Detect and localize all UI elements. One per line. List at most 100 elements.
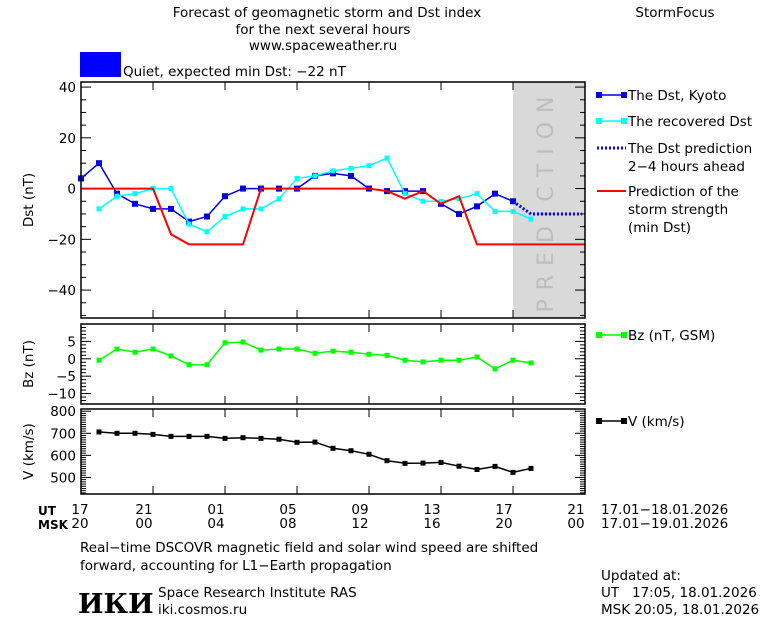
data-point-recovered: [348, 165, 354, 171]
y-tick-label: 500: [50, 470, 76, 486]
data-point-bz: [402, 357, 408, 363]
y-tick-label: 800: [50, 404, 76, 420]
data-point-kyoto: [186, 218, 192, 225]
data-point-recovered: [276, 196, 282, 202]
ut-tick-label: 09: [351, 502, 368, 518]
y-tick-label: −20: [48, 232, 77, 248]
data-point-bz: [168, 353, 174, 359]
data-point-bz: [240, 339, 246, 345]
data-point-kyoto: [474, 203, 480, 210]
panel-bz: 5 0−5 −10 Bz (nT) Bz (nT, GSM): [21, 323, 715, 405]
data-point-bz: [366, 351, 372, 357]
msk-tick-label: 16: [423, 516, 440, 532]
data-point-kyoto: [510, 198, 516, 205]
data-point-v: [492, 463, 498, 469]
data-point-recovered: [420, 198, 426, 204]
footer-note-line-1: Real−time DSCOVR magnetic field and sola…: [80, 540, 538, 556]
legend-label-prediction: The Dst prediction: [627, 141, 752, 157]
data-point-bz: [330, 348, 336, 354]
data-point-recovered: [294, 175, 300, 181]
data-point-v: [222, 435, 228, 441]
data-point-bz: [132, 349, 138, 355]
data-point-bz: [510, 357, 516, 363]
data-point-v: [312, 439, 318, 445]
data-point-v: [474, 466, 480, 472]
data-point-v: [456, 463, 462, 469]
prediction-label: PREDICTION: [534, 88, 559, 313]
iki-logo: ИКИ: [78, 589, 154, 620]
data-point-bz: [384, 352, 390, 358]
y-tick-label: −40: [48, 283, 77, 299]
y-tick-label: 600: [50, 448, 76, 464]
title-line-1: Forecast of geomagnetic storm and Dst in…: [173, 5, 481, 21]
series-line-min_dst: [81, 187, 585, 246]
data-point-kyoto: [96, 160, 102, 167]
data-point-v: [420, 460, 426, 466]
ut-tick-label: 21: [567, 502, 584, 518]
data-point-v: [258, 435, 264, 441]
data-point-bz: [114, 346, 120, 352]
data-point-bz: [528, 360, 534, 366]
panel-dst: PREDICTION 40 20 0 −20 −40 Dst (nT) The Dst, Ky…: [21, 80, 752, 319]
data-point-v: [240, 435, 246, 441]
data-point-v: [510, 469, 516, 475]
brand-name: StormFocus: [635, 5, 714, 21]
data-point-kyoto: [330, 170, 336, 177]
legend-label-bz: Bz (nT, GSM): [628, 328, 715, 344]
data-point-bz: [258, 347, 264, 353]
data-point-v: [438, 459, 444, 465]
data-point-recovered: [330, 168, 336, 174]
data-point-recovered: [96, 206, 102, 212]
data-point-recovered: [114, 193, 120, 199]
data-point-bz: [438, 357, 444, 363]
updated-label: Updated at:: [601, 568, 681, 584]
data-point-v: [204, 433, 210, 439]
y-tick-label: −10: [48, 387, 77, 403]
data-point-v: [348, 448, 354, 454]
data-point-recovered: [366, 163, 372, 169]
data-point-kyoto: [402, 188, 408, 195]
data-point-bz: [204, 362, 210, 368]
data-point-bz: [276, 346, 282, 352]
msk-tick-label: 08: [279, 516, 296, 532]
data-point-recovered: [474, 191, 480, 197]
data-point-kyoto: [240, 185, 246, 192]
msk-tick-label: 20: [71, 516, 88, 532]
data-point-bz: [348, 349, 354, 355]
data-point-recovered: [312, 173, 318, 179]
y-tick-label: 0: [67, 352, 76, 368]
legend-marker: [596, 332, 602, 338]
legend-marker: [621, 118, 627, 124]
data-point-kyoto: [348, 172, 354, 179]
data-point-kyoto: [492, 190, 498, 197]
data-point-bz: [456, 357, 462, 363]
institute-site[interactable]: iki.cosmos.ru: [158, 602, 247, 618]
y-tick-label: 20: [59, 131, 76, 147]
series-line-v: [98, 431, 532, 474]
data-point-recovered: [510, 208, 516, 214]
msk-tick-label: 20: [495, 516, 512, 532]
legend-label-v: V (km/s): [628, 414, 685, 430]
legend-marker: [621, 332, 627, 338]
legend-label-min_dst: Prediction of the: [628, 184, 739, 200]
data-point-bz: [186, 362, 192, 368]
data-point-v: [528, 465, 534, 471]
ut-tick-label: 17: [71, 502, 88, 518]
data-point-kyoto: [456, 210, 462, 217]
legend-label-recovered: The recovered Dst: [627, 114, 752, 130]
data-point-v: [330, 445, 336, 451]
legend-marker: [621, 418, 627, 424]
institute-name: Space Research Institute RAS: [158, 585, 357, 601]
data-point-recovered: [222, 213, 228, 219]
msk-tick-label: 00: [567, 516, 584, 532]
y-tick-label: 0: [67, 182, 76, 198]
ut-tick-label: 21: [135, 502, 152, 518]
data-point-bz: [150, 346, 156, 352]
msk-axis-label: MSK: [38, 518, 69, 532]
legend-marker: [596, 418, 602, 424]
title-line-3: www.spaceweather.ru: [249, 38, 397, 54]
footer-note-line-2: forward, accounting for L1−Earth propaga…: [80, 558, 392, 574]
data-point-v: [294, 439, 300, 445]
data-point-v: [150, 431, 156, 437]
ut-tick-label: 05: [279, 502, 296, 518]
